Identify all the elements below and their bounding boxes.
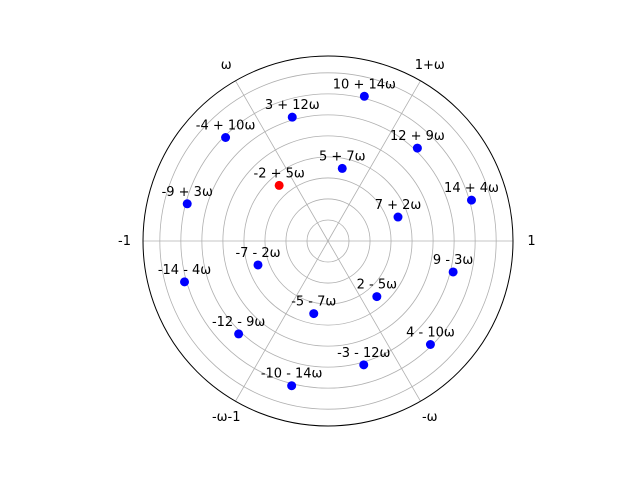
- data-point-marker: [221, 132, 231, 142]
- data-point-label: -12 - 9ω: [212, 315, 265, 330]
- polar-frame: [142, 55, 514, 427]
- angular-tick-label: 1: [527, 234, 535, 249]
- data-point-marker: [234, 329, 244, 339]
- grid-spoke: [327, 80, 421, 242]
- data-point-label: 4 - 10ω: [406, 326, 455, 341]
- data-point-marker: [287, 381, 297, 391]
- data-point-marker: [359, 360, 369, 370]
- data-point-marker: [372, 292, 382, 302]
- angular-tick-labels: 1 1+ω ω -1 -ω-1 -ω: [118, 58, 536, 425]
- data-point-marker: [466, 195, 476, 205]
- data-point-label: 9 - 3ω: [433, 253, 473, 268]
- angular-tick-label: ω: [221, 58, 232, 73]
- data-points: 10 + 14ω 3 + 12ω -4 + 10ω 12 + 9ω 5 + 7ω -2 +…: [158, 77, 499, 391]
- data-point-marker: [359, 91, 369, 101]
- data-point-label: -5 - 7ω: [291, 295, 336, 310]
- data-point-label: 12 + 9ω: [390, 129, 445, 144]
- grid-spoke: [235, 240, 329, 402]
- data-point-marker: [393, 212, 403, 222]
- data-point-marker: [448, 267, 458, 277]
- data-point-label: 3 + 12ω: [265, 98, 320, 113]
- angular-tick-label: -1: [118, 234, 131, 249]
- data-point-label: -3 - 12ω: [337, 346, 390, 361]
- grid-spoke: [327, 240, 421, 402]
- data-point-label: -2 + 5ω: [254, 166, 305, 181]
- grid-spoke: [235, 80, 329, 242]
- data-point-marker: [182, 199, 192, 209]
- polar-grid: [143, 72, 513, 410]
- data-point-marker: [274, 180, 284, 190]
- data-point-marker: [309, 309, 319, 319]
- data-point-label: -9 + 3ω: [162, 185, 213, 200]
- data-point-marker: [180, 277, 190, 287]
- data-point-label: 5 + 7ω: [319, 149, 366, 164]
- data-point-marker: [337, 163, 347, 173]
- data-point-label: -10 - 14ω: [261, 367, 323, 382]
- data-point-label: -4 + 10ω: [196, 118, 256, 133]
- data-point-label: 14 + 4ω: [444, 181, 499, 196]
- angular-tick-label: -ω: [422, 410, 438, 425]
- data-point-label: -7 - 2ω: [235, 246, 280, 261]
- data-point-label: 2 - 5ω: [357, 278, 397, 293]
- data-point-marker: [287, 112, 297, 122]
- angular-tick-label: 1+ω: [415, 58, 445, 73]
- data-point-label: 7 + 2ω: [375, 198, 422, 213]
- data-point-marker: [425, 340, 435, 350]
- data-point-label: -14 - 4ω: [158, 263, 211, 278]
- data-point-label: 10 + 14ω: [333, 77, 396, 92]
- data-point-marker: [412, 143, 422, 153]
- angular-tick-label: -ω-1: [212, 410, 241, 425]
- data-point-marker: [253, 260, 263, 270]
